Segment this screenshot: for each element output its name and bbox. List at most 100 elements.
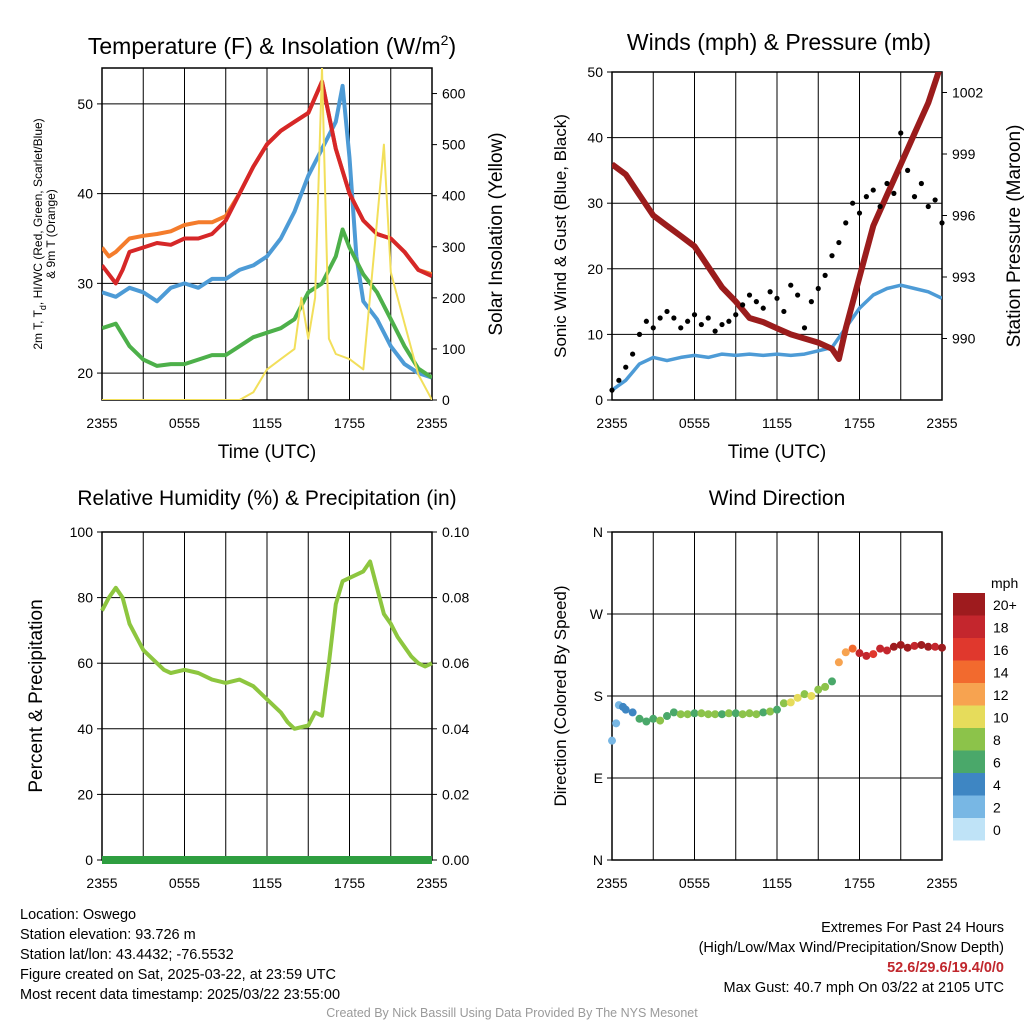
legend-swatch	[953, 660, 985, 683]
direction-point	[855, 649, 864, 658]
y-tick-label: W	[590, 606, 604, 622]
y-tick-label: 100	[70, 524, 94, 540]
wc-series-line	[102, 227, 432, 380]
solar-series-line	[102, 68, 432, 400]
x-tick-label: 2355	[926, 415, 957, 431]
direction-point	[800, 690, 809, 699]
direction-point	[821, 682, 830, 691]
temperature-ylabel-line2: & 9m T (Orange)	[44, 189, 58, 279]
extremes-subtitle: (High/Low/Max Wind/Precipitation/Snow De…	[698, 940, 1004, 956]
y-right-tick-label: 0.00	[442, 852, 469, 868]
gust-point	[726, 318, 732, 324]
gust-point	[616, 377, 622, 383]
gust-point	[815, 285, 821, 292]
y-tick-label: 20	[587, 261, 603, 277]
gust-point	[898, 130, 904, 136]
legend-label: 14	[993, 665, 1009, 681]
gust-point	[850, 200, 856, 206]
gust-point	[691, 312, 698, 318]
gust-point	[774, 295, 780, 301]
legend-label: 4	[993, 777, 1001, 793]
humidity-ylabel: Percent & Precipitation	[26, 599, 47, 792]
direction-point	[724, 709, 733, 718]
pres-series-line	[612, 72, 942, 362]
y-right-tick-label: 0.02	[442, 786, 469, 802]
gust-point	[808, 299, 814, 305]
x-tick-label: 1755	[844, 415, 875, 431]
gust-point	[712, 328, 718, 334]
gust-point	[650, 325, 656, 331]
x-tick-label: 2355	[926, 875, 957, 891]
y-right-tick-label: 0.04	[442, 721, 469, 737]
winds-title: Winds (mph) & Pressure (mb)	[627, 29, 931, 55]
y-right-tick-label: 996	[952, 208, 976, 224]
y-right-tick-label: 999	[952, 146, 976, 162]
y-right-tick-label: 400	[442, 188, 466, 204]
max-gust-label: Max Gust: 40.7 mph On 03/22 at 2105 UTC	[723, 980, 1004, 996]
gust-point	[698, 321, 704, 328]
wind-series-line	[612, 283, 942, 392]
extremes-title: Extremes For Past 24 Hours	[821, 920, 1004, 936]
credit-line: Created By Nick Bassill Using Data Provi…	[326, 1006, 698, 1020]
direction-point	[828, 677, 836, 686]
y-right-tick-label: 990	[952, 331, 976, 347]
gust-point	[630, 351, 636, 357]
y-tick-label: 30	[587, 195, 603, 211]
direction-point	[841, 648, 850, 657]
gust-point	[719, 321, 725, 328]
station-info: Location: Oswego Station elevation: 93.7…	[20, 905, 340, 1005]
legend-label: 0	[993, 822, 1001, 838]
location-label: Location: Oswego	[20, 907, 137, 923]
y-tick-label: N	[593, 524, 603, 540]
gust-point	[664, 308, 670, 315]
direction-point	[896, 640, 905, 649]
gust-point	[636, 331, 643, 337]
direction-point	[738, 710, 747, 719]
legend-swatch	[953, 705, 985, 728]
recent-data-label: Most recent data timestamp: 2025/03/22 2…	[20, 987, 341, 1003]
direction-point	[779, 699, 788, 708]
legend-swatch	[953, 750, 985, 773]
x-tick-label: 2355	[416, 415, 447, 431]
y-right-tick-label: 993	[952, 269, 976, 285]
extremes-info: Extremes For Past 24 Hours (High/Low/Max…	[699, 918, 1004, 998]
y-tick-label: 40	[77, 721, 93, 737]
direction-point	[807, 692, 816, 700]
winds-panel: 2355 0555 1155 1755 2355 0 10 20 30 40 50 990 993 996…	[551, 29, 1024, 463]
x-tick-label: 2355	[596, 875, 627, 891]
legend-swatch	[953, 818, 985, 841]
direction-point	[612, 719, 621, 728]
legend-swatch	[953, 683, 985, 706]
x-tick-label: 1155	[252, 415, 282, 431]
gust-point	[678, 325, 684, 331]
y-tick-label: N	[593, 852, 603, 868]
direction-point	[931, 642, 940, 651]
x-tick-label: 0555	[679, 415, 710, 431]
gust-point	[643, 318, 649, 324]
x-tick-label: 1755	[334, 875, 365, 891]
direction-point	[704, 710, 713, 719]
gust-point	[746, 292, 753, 298]
direction-point	[876, 644, 885, 653]
gust-point	[760, 305, 766, 311]
legend-label: 12	[993, 687, 1009, 703]
direction-point	[862, 651, 871, 660]
legend-swatch	[953, 615, 985, 638]
gust-point	[911, 194, 918, 200]
temp-series-line	[102, 79, 432, 286]
direction-point	[628, 708, 637, 717]
y-tick-label: 80	[77, 590, 93, 606]
direction-point	[786, 698, 795, 707]
gust-point	[925, 203, 931, 210]
legend-swatch	[953, 593, 985, 616]
y-right-tick-label: 0	[442, 392, 450, 408]
direction-point	[759, 708, 768, 717]
gust-point	[856, 210, 863, 216]
gust-point	[870, 187, 876, 193]
insolation-ylabel: Solar Insolation (Yellow)	[486, 132, 507, 335]
direction-point	[676, 710, 685, 719]
direction-point	[683, 710, 692, 719]
gust-point	[753, 299, 759, 305]
x-tick-label: 2355	[416, 875, 447, 891]
